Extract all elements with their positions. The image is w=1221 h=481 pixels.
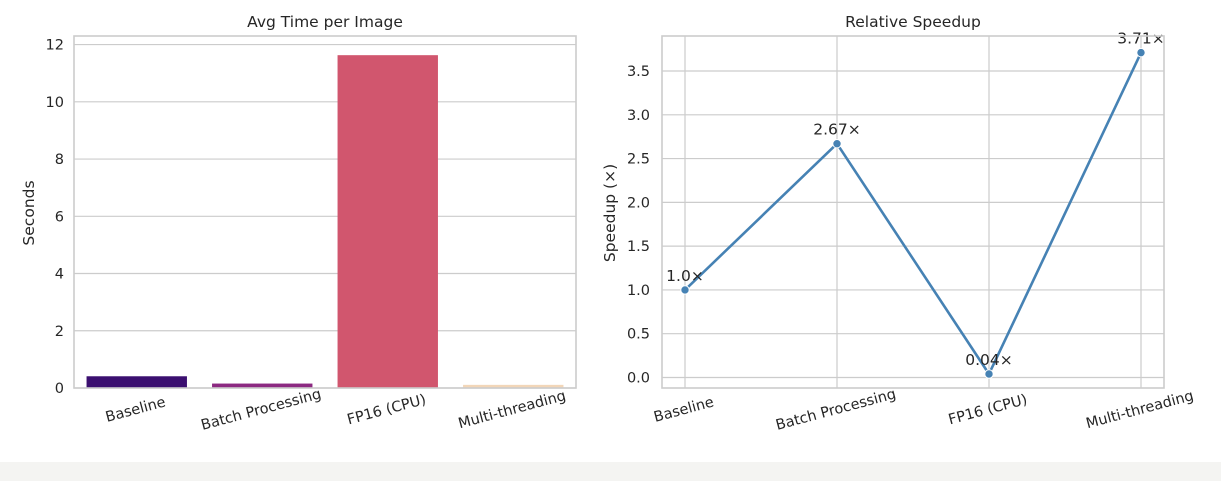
speedup-data-label: 1.0× xyxy=(666,267,704,285)
line-chart: Relative Speedup Speedup (×) 1.0× 2.67× 0.… xyxy=(601,13,1195,434)
bar xyxy=(86,376,187,388)
speedup-data-label: 3.71× xyxy=(1117,30,1165,48)
line-y-tick-label: 0.5 xyxy=(627,327,650,343)
speedup-data-label: 0.04× xyxy=(965,351,1013,369)
bar-chart-gridlines xyxy=(74,43,576,389)
bar-y-tick-label: 10 xyxy=(46,95,64,111)
speedup-data-label: 2.67× xyxy=(813,121,861,139)
bar-y-tick-label: 12 xyxy=(46,38,64,54)
speedup-point xyxy=(1136,47,1146,58)
line-chart-y-axis-label: Speedup (×) xyxy=(601,164,619,262)
bar-y-tick-label: 0 xyxy=(55,381,64,397)
line-chart-frame xyxy=(661,35,1165,389)
line-chart-series: 1.0× 2.67× 0.04× 3.71× xyxy=(666,30,1165,379)
speedup-point xyxy=(680,285,690,295)
bar-y-tick-label: 8 xyxy=(55,152,64,168)
line-y-tick-label: 0.0 xyxy=(627,370,650,386)
line-x-tick-label: FP16 (CPU) xyxy=(947,392,1029,428)
line-chart-title: Relative Speedup xyxy=(845,13,981,31)
bar-x-tick-label: Batch Processing xyxy=(199,386,323,433)
speedup-point xyxy=(984,369,994,379)
line-x-tick-label: Multi-threading xyxy=(1084,388,1195,432)
line-chart-gridlines xyxy=(662,36,1164,388)
bar-y-tick-label: 2 xyxy=(55,324,64,340)
bar-chart-title: Avg Time per Image xyxy=(247,13,403,31)
line-y-tick-label: 3.5 xyxy=(627,64,650,80)
line-chart-y-ticks: 0.0 0.5 1.0 1.5 2.0 2.5 3.0 3.5 xyxy=(627,64,650,386)
line-y-tick-label: 2.0 xyxy=(627,195,650,211)
bar xyxy=(337,55,438,389)
line-y-tick-label: 2.5 xyxy=(627,152,650,168)
bar-x-tick-label: Multi-threading xyxy=(457,388,568,432)
line-x-tick-label: Baseline xyxy=(652,394,716,425)
line-chart-x-ticks: Baseline Batch Processing FP16 (CPU) Multi-… xyxy=(652,386,1195,433)
line-y-tick-label: 1.5 xyxy=(627,239,650,255)
bar-y-tick-label: 4 xyxy=(55,267,64,283)
bar-chart-y-ticks: 0 2 4 6 8 10 12 xyxy=(46,38,64,397)
bar xyxy=(212,383,313,388)
speedup-point xyxy=(832,139,842,149)
line-y-tick-label: 1.0 xyxy=(627,283,650,299)
bar-chart-x-ticks: Baseline Batch Processing FP16 (CPU) Multi-… xyxy=(104,386,568,433)
figure: Avg Time per Image Seconds 0 2 4 6 8 10 12 Bas… xyxy=(20,13,1195,434)
bar xyxy=(463,384,564,388)
bar-chart-frame xyxy=(73,35,577,389)
bar-chart-bars xyxy=(86,55,564,389)
bar-x-tick-label: Baseline xyxy=(104,394,168,425)
line-y-tick-label: 3.0 xyxy=(627,108,650,124)
footer-bar xyxy=(0,462,1221,481)
bar-chart: Avg Time per Image Seconds 0 2 4 6 8 10 12 Bas… xyxy=(20,13,577,434)
bar-x-tick-label: FP16 (CPU) xyxy=(346,392,428,428)
bar-chart-y-axis-label: Seconds xyxy=(20,180,38,245)
line-x-tick-label: Batch Processing xyxy=(774,386,898,433)
speedup-line xyxy=(684,52,1143,376)
bar-y-tick-label: 6 xyxy=(55,209,64,225)
